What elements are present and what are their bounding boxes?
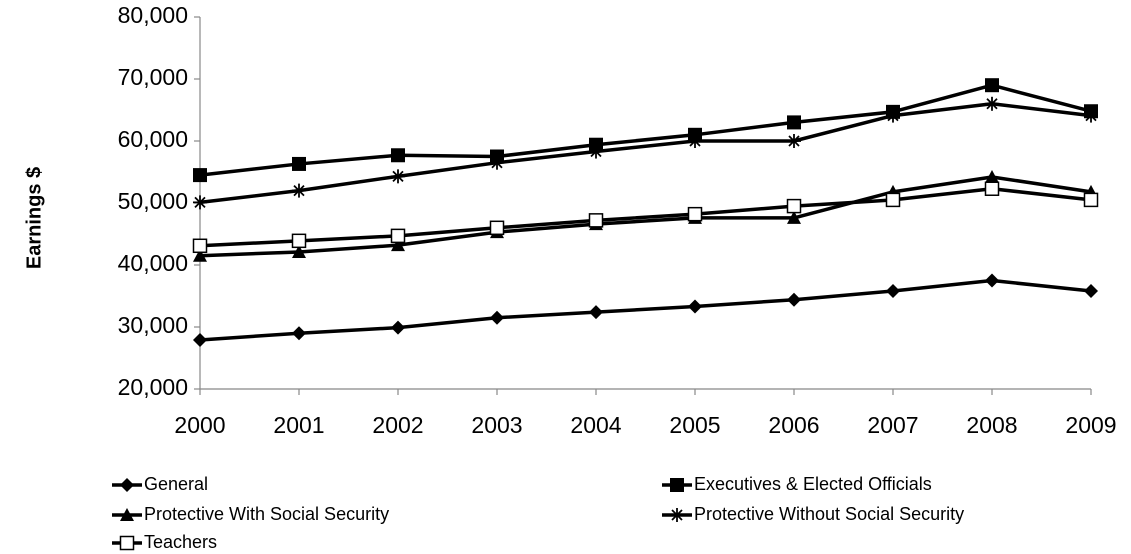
data-point-teachers xyxy=(192,238,208,254)
data-point-protective-without-social-security xyxy=(688,134,702,148)
legend-label: Protective Without Social Security xyxy=(694,504,964,524)
y-tick-label: 30,000 xyxy=(118,312,188,338)
data-point-executives-and-elected-officials xyxy=(985,78,999,93)
y-tick-label: 60,000 xyxy=(118,126,188,152)
legend-label: Executives & Elected Officials xyxy=(694,474,932,494)
legend-item-protective-with-social-security: Protective With Social Security xyxy=(112,504,389,524)
legend-item-protective-without-social-security: Protective Without Social Security xyxy=(662,504,964,524)
x-tick-label: 2006 xyxy=(768,412,819,438)
data-point-protective-without-social-security xyxy=(490,155,504,170)
series-teachers xyxy=(192,181,1099,254)
legend-label: Teachers xyxy=(144,532,217,552)
data-point-protective-without-social-security xyxy=(985,96,999,111)
data-point-executives-and-elected-officials xyxy=(787,115,801,130)
data-point-executives-and-elected-officials xyxy=(292,156,306,171)
legend-item-teachers: Teachers xyxy=(112,532,217,552)
x-tick-label: 2005 xyxy=(669,412,720,438)
data-point-teachers xyxy=(588,213,604,228)
x-tick-label: 2009 xyxy=(1065,412,1116,438)
data-point-protective-without-social-security xyxy=(292,183,306,198)
legend-label: General xyxy=(144,474,208,494)
series-executives-and-elected-officials xyxy=(193,78,1098,183)
x-tick-label: 2007 xyxy=(867,412,918,438)
axes: 20,000 30,000 40,000 50,000 60,000 70,000 80,0… xyxy=(118,2,1117,438)
x-tick-label: 2002 xyxy=(372,412,423,438)
series-lines xyxy=(192,78,1099,348)
data-point-teachers xyxy=(687,206,703,222)
data-point-protective-without-social-security xyxy=(589,144,603,159)
data-point-general xyxy=(787,292,801,307)
data-point-teachers xyxy=(390,228,406,244)
data-point-general xyxy=(886,284,900,299)
y-tick-label: 70,000 xyxy=(118,64,188,90)
series-protective-without-social-security xyxy=(193,96,1098,210)
data-point-legend-teachers xyxy=(119,535,135,551)
data-point-protective-without-social-security xyxy=(1084,108,1098,123)
y-axis-title: Earnings $ xyxy=(23,167,45,269)
x-tick-label: 2004 xyxy=(570,412,621,438)
data-point-teachers xyxy=(1083,192,1099,208)
data-point-teachers xyxy=(885,192,901,208)
y-tick-label: 50,000 xyxy=(118,188,188,214)
series-line-general xyxy=(199,278,1092,342)
data-point-executives-and-elected-officials xyxy=(391,148,405,163)
data-point-general xyxy=(688,299,702,314)
x-tick-label: 2003 xyxy=(471,412,522,438)
data-point-teachers xyxy=(786,198,802,214)
series-line-executives-and-elected-officials xyxy=(199,83,1092,177)
data-point-general xyxy=(589,305,603,320)
data-point-teachers xyxy=(291,233,307,249)
x-tick-label: 2008 xyxy=(966,412,1017,438)
data-point-protective-without-social-security xyxy=(391,169,405,184)
data-point-general xyxy=(391,320,405,335)
data-point-executives-and-elected-officials xyxy=(193,168,207,183)
y-tick-label: 20,000 xyxy=(118,374,188,400)
data-point-protective-with-social-security xyxy=(985,169,999,183)
legend-item-executives-and-elected-officials: Executives & Elected Officials xyxy=(662,474,932,494)
x-tick-label: 2000 xyxy=(174,412,225,438)
data-point-general xyxy=(1084,284,1098,299)
data-point-protective-without-social-security xyxy=(886,108,900,123)
data-point-protective-without-social-security xyxy=(787,134,801,148)
data-point-protective-with-social-security xyxy=(391,238,405,252)
y-tick-label: 80,000 xyxy=(118,2,188,28)
data-point-general xyxy=(985,273,999,288)
legend: General Executives & Elected Officials Pro… xyxy=(112,474,964,552)
data-point-legend-protective-with-social-security xyxy=(120,508,134,521)
series-line-protective-with-social-security xyxy=(199,175,1092,258)
legend-label: Protective With Social Security xyxy=(144,504,389,524)
data-point-general xyxy=(292,326,306,341)
data-point-general xyxy=(193,333,207,348)
series-line-protective-without-social-security xyxy=(199,102,1092,205)
x-tick-label: 2001 xyxy=(273,412,324,438)
data-point-teachers xyxy=(489,220,505,236)
data-point-teachers xyxy=(984,181,1000,196)
data-point-protective-with-social-security xyxy=(193,248,207,262)
data-point-protective-with-social-security xyxy=(292,244,306,258)
data-point-legend-protective-without-social-security xyxy=(670,508,684,522)
data-point-general xyxy=(490,310,504,325)
data-point-legend-general xyxy=(120,478,134,492)
series-general xyxy=(193,273,1098,348)
legend-item-general: General xyxy=(112,474,208,494)
data-point-protective-with-social-security xyxy=(787,210,801,224)
series-line-teachers xyxy=(199,186,1092,248)
data-point-protective-without-social-security xyxy=(193,195,207,210)
y-tick-label: 40,000 xyxy=(118,250,188,276)
data-point-legend-executives-and-elected-officials xyxy=(670,478,684,492)
